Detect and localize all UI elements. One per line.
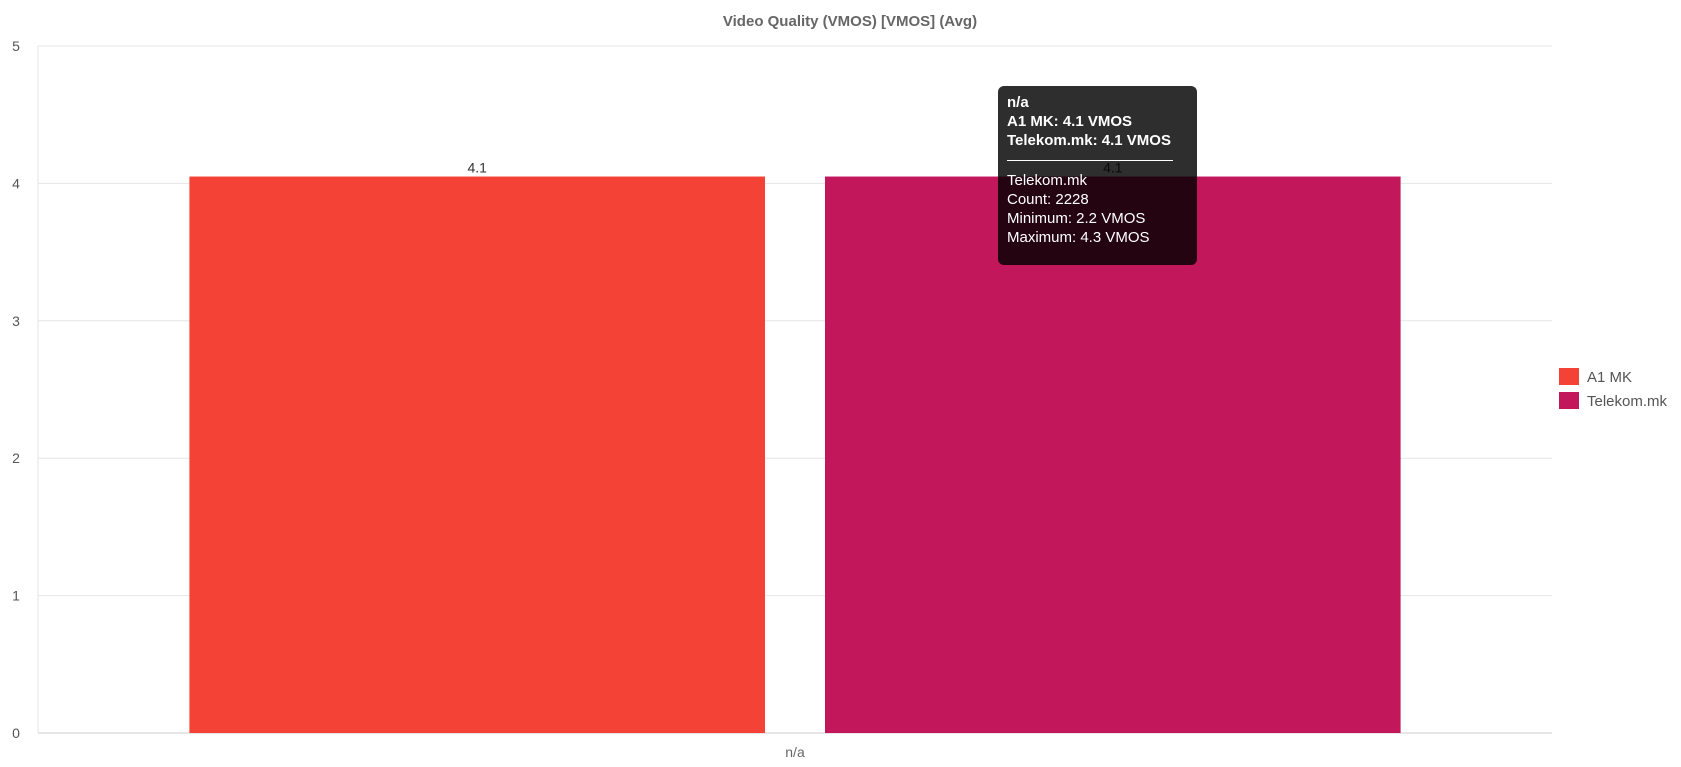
chart-tooltip: n/a A1 MK: 4.1 VMOS Telekom.mk: 4.1 VMOS… xyxy=(998,86,1197,265)
chart-title: Video Quality (VMOS) [VMOS] (Avg) xyxy=(723,13,977,30)
legend: A1 MK Telekom.mk xyxy=(1559,368,1668,410)
data-label: 4.1 xyxy=(467,160,487,176)
y-tick-label: 4 xyxy=(12,175,20,191)
tooltip-detail-maximum: Maximum: 4.3 VMOS xyxy=(1007,229,1150,246)
y-axis-ticks: 0 1 2 3 4 5 xyxy=(12,38,20,741)
y-tick-label: 1 xyxy=(12,588,20,604)
y-tick-label: 0 xyxy=(12,725,20,741)
legend-label: A1 MK xyxy=(1587,369,1632,386)
y-tick-label: 2 xyxy=(12,450,20,466)
tooltip-category: n/a xyxy=(1007,94,1029,111)
tooltip-line-telekom: Telekom.mk: 4.1 VMOS xyxy=(1007,132,1171,149)
tooltip-line-a1: A1 MK: 4.1 VMOS xyxy=(1007,113,1133,130)
tooltip-detail-series: Telekom.mk xyxy=(1007,172,1088,189)
y-tick-label: 5 xyxy=(12,38,20,54)
legend-swatch xyxy=(1559,392,1579,409)
tooltip-detail-count: Count: 2228 xyxy=(1007,191,1089,208)
bar-telekom-mk xyxy=(825,176,1401,733)
y-tick-label: 3 xyxy=(12,313,20,329)
legend-swatch xyxy=(1559,368,1579,385)
tooltip-detail-minimum: Minimum: 2.2 VMOS xyxy=(1007,210,1146,227)
x-axis-ticks: n/a xyxy=(785,744,805,760)
x-tick-label: n/a xyxy=(785,744,805,760)
bar-a1-mk xyxy=(189,176,765,733)
legend-label: Telekom.mk xyxy=(1587,393,1668,410)
bars xyxy=(189,176,1401,733)
tooltip-separator xyxy=(1007,160,1173,161)
